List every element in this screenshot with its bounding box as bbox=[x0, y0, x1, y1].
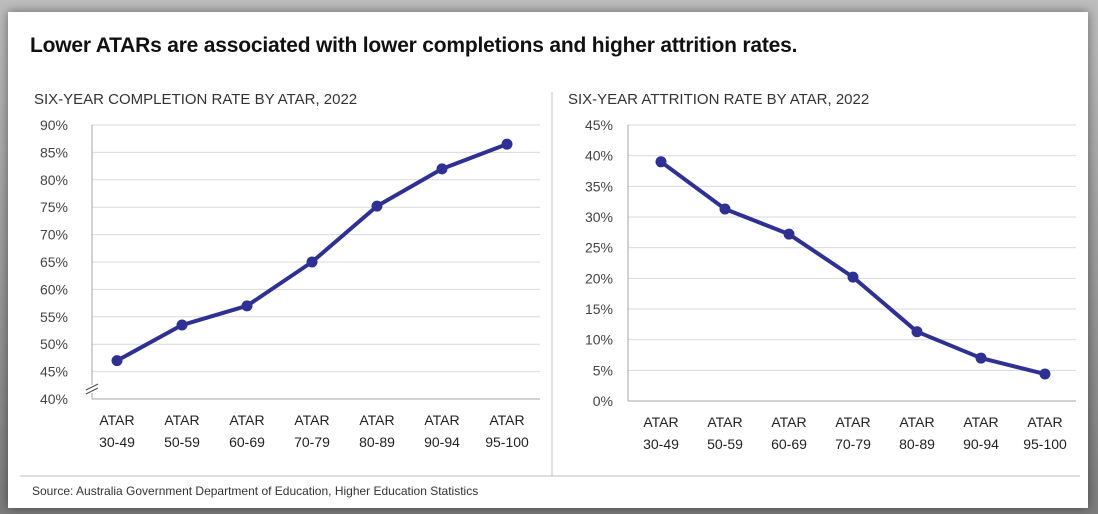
axis-break-mark bbox=[85, 387, 99, 395]
x-tick-label: 50-59 bbox=[707, 436, 743, 452]
x-tick-label: ATAR bbox=[424, 412, 459, 428]
y-tick-label: 35% bbox=[585, 178, 613, 194]
y-tick-label: 30% bbox=[585, 209, 613, 225]
x-tick-label: ATAR bbox=[963, 414, 998, 430]
headline: Lower ATARs are associated with lower co… bbox=[30, 34, 798, 57]
x-tick-label: ATAR bbox=[294, 412, 329, 428]
data-point bbox=[719, 203, 731, 215]
x-tick-label: 90-94 bbox=[424, 434, 460, 450]
chart-title: SIX-YEAR COMPLETION RATE BY ATAR, 2022 bbox=[34, 91, 357, 108]
y-tick-label: 65% bbox=[40, 254, 68, 270]
data-point bbox=[111, 355, 123, 367]
y-tick-label: 50% bbox=[40, 336, 68, 352]
y-tick-label: 45% bbox=[585, 117, 613, 133]
x-tick-label: ATAR bbox=[164, 412, 199, 428]
data-point bbox=[436, 163, 448, 175]
x-tick-label: ATAR bbox=[229, 412, 264, 428]
series-line bbox=[659, 159, 1047, 377]
axis-break-mark bbox=[85, 383, 99, 391]
x-tick-label: ATAR bbox=[359, 412, 394, 428]
x-tick-label: 70-79 bbox=[294, 434, 330, 450]
series-line bbox=[115, 142, 509, 363]
y-tick-label: 55% bbox=[40, 309, 68, 325]
y-tick-label: 85% bbox=[40, 144, 68, 160]
data-point bbox=[371, 200, 383, 212]
y-tick-label: 5% bbox=[593, 362, 613, 378]
data-point bbox=[655, 156, 667, 168]
x-tick-label: 50-59 bbox=[164, 434, 200, 450]
x-tick-label: 30-49 bbox=[99, 434, 135, 450]
data-point bbox=[306, 256, 318, 268]
y-tick-label: 45% bbox=[40, 364, 68, 380]
chart-title: SIX-YEAR ATTRITION RATE BY ATAR, 2022 bbox=[568, 91, 869, 108]
x-tick-label: ATAR bbox=[899, 414, 934, 430]
x-tick-label: 95-100 bbox=[485, 434, 529, 450]
x-tick-label: 60-69 bbox=[229, 434, 265, 450]
y-tick-label: 40% bbox=[585, 148, 613, 164]
x-tick-label: 30-49 bbox=[643, 436, 679, 452]
data-point bbox=[501, 138, 513, 150]
x-tick-label: 60-69 bbox=[771, 436, 807, 452]
data-point bbox=[176, 319, 188, 331]
x-tick-label: 80-89 bbox=[359, 434, 395, 450]
chart-panel-1: SIX-YEAR COMPLETION RATE BY ATAR, 2022 40… bbox=[34, 91, 540, 450]
data-point bbox=[241, 300, 253, 312]
x-tick-label: ATAR bbox=[489, 412, 524, 428]
y-tick-label: 15% bbox=[585, 301, 613, 317]
figure-card bbox=[8, 12, 1088, 508]
x-tick-label: 80-89 bbox=[899, 436, 935, 452]
y-tick-label: 25% bbox=[585, 240, 613, 256]
y-tick-label: 20% bbox=[585, 270, 613, 286]
source-note: Source: Australia Government Department … bbox=[32, 484, 479, 498]
y-tick-label: 60% bbox=[40, 281, 68, 297]
y-tick-label: 80% bbox=[40, 172, 68, 188]
x-tick-label: ATAR bbox=[707, 414, 742, 430]
axis-break-mask bbox=[86, 385, 98, 393]
y-tick-label: 70% bbox=[40, 227, 68, 243]
x-tick-label: 90-94 bbox=[963, 436, 999, 452]
x-tick-label: ATAR bbox=[99, 412, 134, 428]
data-point bbox=[975, 352, 987, 364]
y-tick-label: 0% bbox=[593, 393, 613, 409]
x-tick-label: ATAR bbox=[835, 414, 870, 430]
data-point bbox=[1039, 368, 1051, 380]
y-tick-label: 10% bbox=[585, 332, 613, 348]
data-point bbox=[783, 228, 795, 240]
data-point bbox=[847, 271, 859, 283]
chart-panel-2: SIX-YEAR ATTRITION RATE BY ATAR, 2022 0% 5… bbox=[568, 91, 1076, 452]
y-tick-label: 75% bbox=[40, 199, 68, 215]
x-tick-label: ATAR bbox=[643, 414, 678, 430]
x-tick-label: ATAR bbox=[771, 414, 806, 430]
y-tick-label: 90% bbox=[40, 117, 68, 133]
x-tick-label: 95-100 bbox=[1023, 436, 1067, 452]
data-point bbox=[911, 326, 923, 338]
y-tick-label: 40% bbox=[40, 391, 68, 407]
x-tick-label: 70-79 bbox=[835, 436, 871, 452]
x-tick-label: ATAR bbox=[1027, 414, 1062, 430]
